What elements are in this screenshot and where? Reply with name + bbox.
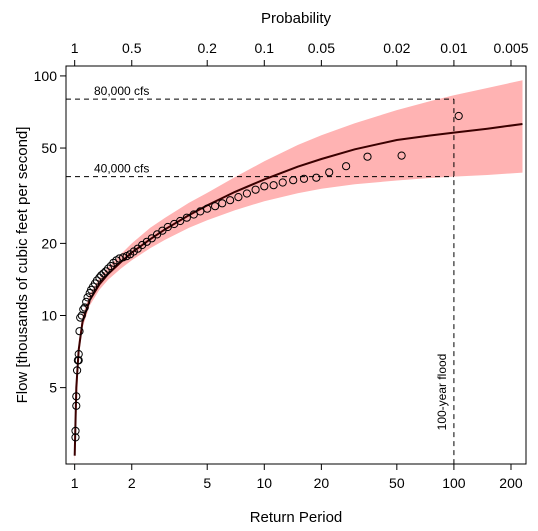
data-point (234, 193, 243, 202)
x-tick-label: 100 (442, 475, 466, 491)
data-point (278, 178, 287, 187)
y-tick-label: 10 (41, 308, 57, 324)
data-point (115, 254, 124, 263)
data-point (99, 269, 108, 278)
data-point (104, 264, 113, 273)
top-tick-label: 1 (71, 40, 79, 56)
top-tick-label: 0.01 (440, 40, 467, 56)
data-point (95, 273, 104, 282)
x-tick-label: 10 (257, 475, 273, 491)
data-point (73, 366, 82, 375)
data-point (196, 207, 205, 216)
top-tick-label: 0.05 (308, 40, 335, 56)
y-axis-title: Flow [thousands of cubic feet per second… (14, 127, 31, 404)
data-point (269, 181, 278, 190)
data-point (76, 313, 85, 322)
data-point (342, 162, 351, 171)
top-tick-label: 0.02 (383, 40, 410, 56)
confidence-band-layer (74, 80, 523, 464)
x-tick-label: 5 (203, 475, 211, 491)
data-point (242, 189, 251, 198)
data-point (71, 426, 80, 435)
x-tick-label: 200 (499, 475, 523, 491)
left-axis: 5 10 20 50 100 (34, 68, 66, 396)
data-point (79, 305, 88, 314)
x-axis-title: Return Period (250, 509, 343, 526)
data-point (363, 152, 372, 161)
top-tick-label: 0.1 (255, 40, 275, 56)
data-point (92, 276, 102, 285)
data-point (72, 401, 81, 410)
x-tick-label: 50 (389, 475, 405, 491)
data-point (158, 226, 167, 235)
data-point (226, 196, 235, 205)
data-point (72, 392, 81, 401)
y-tick-label: 50 (41, 140, 57, 156)
data-point (260, 182, 269, 191)
x-tick-label: 20 (314, 475, 330, 491)
data-point (147, 234, 156, 243)
reference-line-label: 40,000 cfs (94, 162, 149, 176)
top-axis: 1 0.5 0.2 0.1 0.05 0.02 0.01 0.005 (71, 40, 529, 66)
y-tick-label: 20 (41, 235, 57, 251)
data-point (75, 327, 84, 336)
data-point (80, 303, 89, 312)
data-point (312, 173, 321, 182)
data-point (325, 168, 334, 177)
data-point (397, 151, 406, 160)
plot-frame (65, 65, 527, 465)
data-point (454, 111, 463, 121)
data-point (119, 253, 128, 262)
top-tick-label: 0.2 (197, 40, 217, 56)
data-point (163, 222, 172, 232)
reference-line-label: 100-year flood (435, 354, 449, 431)
data-point (203, 204, 212, 213)
data-point (218, 199, 227, 208)
x-tick-label: 2 (128, 475, 136, 491)
top-tick-label: 0.5 (122, 40, 142, 56)
data-point (189, 210, 198, 219)
data-point (83, 293, 92, 302)
y-tick-label: 100 (34, 68, 58, 84)
data-point (176, 216, 185, 226)
top-axis-title: Probability (261, 10, 332, 27)
top-tick-label: 0.005 (493, 40, 528, 56)
reference-lines-layer: 80,000 cfs 40,000 cfs 100-year flood (66, 84, 455, 464)
reference-line-label: 80,000 cfs (94, 84, 149, 98)
bottom-axis: 1 2 5 10 20 50 100 200 (71, 464, 523, 491)
data-point (101, 267, 110, 276)
data-point (182, 213, 191, 222)
data-point (97, 271, 106, 280)
fitted-curve-layer (73, 123, 523, 456)
x-tick-label: 1 (71, 475, 79, 491)
data-point (289, 176, 298, 185)
data-point (211, 202, 220, 211)
data-point (74, 356, 83, 365)
observed-points-layer (71, 111, 463, 442)
y-tick-label: 5 (49, 380, 57, 396)
data-point (74, 350, 83, 359)
data-point (251, 185, 260, 194)
confidence-band (74, 80, 523, 464)
data-point (82, 297, 91, 306)
fitted-curve (73, 123, 523, 456)
data-point (299, 174, 309, 183)
data-point (77, 311, 86, 320)
data-point (71, 433, 80, 442)
